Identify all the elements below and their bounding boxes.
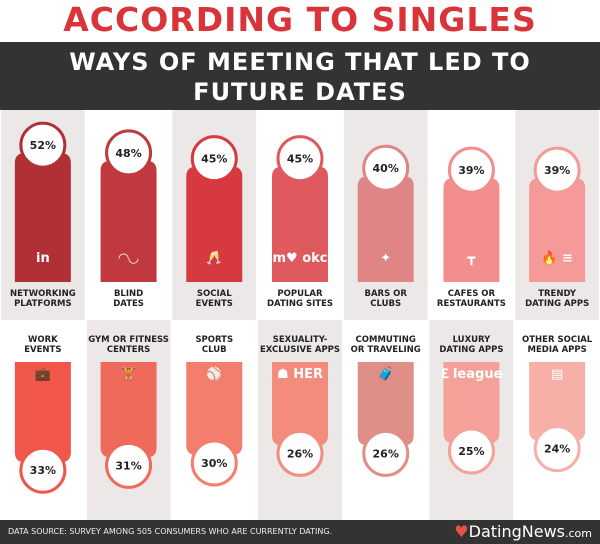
category-label: COMMUTING — [356, 335, 416, 345]
value-circle — [362, 429, 410, 477]
bar — [443, 178, 500, 282]
bar — [100, 362, 157, 458]
data-label: 39% — [458, 164, 484, 177]
category-label: TRENDY — [538, 289, 577, 299]
sports-ball-icon: ⚾ — [205, 365, 222, 382]
value-circle — [447, 427, 495, 475]
raya-league-icon: ℇ league — [440, 367, 502, 382]
match-okc-icon: m♥ okc — [272, 251, 327, 266]
bar — [14, 153, 71, 282]
category-label: PLATFORMS — [14, 299, 72, 309]
category-label: POPULAR — [277, 289, 323, 299]
bar — [272, 362, 328, 446]
value-circle — [362, 144, 410, 192]
category-label: CLUB — [202, 345, 227, 355]
category-label: SOCIAL — [197, 289, 232, 299]
category-label: RESTAURANTS — [437, 299, 506, 309]
value-circle — [276, 429, 324, 477]
data-label: 39% — [544, 164, 570, 177]
value-circle — [276, 135, 324, 183]
bar — [14, 362, 71, 463]
brand-logo[interactable]: ♥DatingNews.com — [454, 522, 592, 541]
data-label: 26% — [373, 447, 399, 460]
data-source: DATA SOURCE: SURVEY AMONG 505 CONSUMERS … — [8, 527, 333, 536]
category-label: SEXUALITY- — [273, 335, 328, 345]
category-label: EXCLUSIVE APPS — [260, 345, 340, 355]
brand-name: DatingNews — [468, 522, 565, 541]
category-label: OTHER SOCIAL — [522, 335, 593, 345]
grindr-her-icon: ☗ HER — [277, 367, 323, 382]
brand-suffix: .com — [565, 527, 592, 540]
value-circle — [533, 425, 581, 473]
category-label: CENTERS — [107, 345, 150, 355]
category-label: DATING APPS — [525, 299, 589, 309]
title: ACCORDING TO SINGLES — [63, 0, 537, 39]
bar — [529, 362, 586, 441]
category-label: MEDIA APPS — [528, 345, 587, 355]
data-label: 48% — [115, 147, 141, 160]
social-chat-icon: ▤ — [551, 367, 563, 382]
category-label: DATING APPS — [439, 345, 503, 355]
bar — [100, 160, 157, 282]
category-label: OR TRAVELING — [351, 345, 421, 355]
bar — [529, 178, 586, 282]
value-circle — [19, 121, 67, 169]
data-label: 45% — [201, 153, 227, 166]
value-circle — [447, 146, 495, 194]
value-circle — [533, 146, 581, 194]
data-label: 52% — [30, 139, 56, 152]
tinder-bumble-icon: 🔥 ≡ — [541, 250, 573, 266]
category-label: BARS OR — [364, 289, 407, 299]
luggage-icon: 🧳 — [378, 366, 394, 382]
heart-icon: ♥ — [454, 522, 469, 541]
category-label: EVENTS — [196, 299, 233, 309]
bar — [357, 362, 414, 446]
cafe-table-icon: ┳ — [467, 251, 476, 266]
mask-icon: ◠◡ — [119, 251, 139, 266]
category-label: BLIND — [114, 289, 143, 299]
value-circle — [190, 439, 238, 487]
data-label: 25% — [458, 445, 484, 458]
category-label: CAFES OR — [448, 289, 496, 299]
bar — [186, 166, 243, 282]
bar — [357, 176, 414, 282]
briefcase-icon: 💼 — [35, 367, 51, 382]
data-label: 40% — [373, 162, 399, 175]
data-label: 31% — [115, 459, 141, 472]
data-label: 33% — [30, 464, 56, 477]
value-circle — [190, 135, 238, 183]
subtitle-banner: WAYS OF MEETING THAT LED TO FUTURE DATES — [0, 42, 600, 110]
bar — [186, 362, 243, 455]
subtitle-line-2: FUTURE DATES — [193, 78, 407, 106]
data-label: 45% — [287, 153, 313, 166]
footer: DATA SOURCE: SURVEY AMONG 505 CONSUMERS … — [0, 520, 600, 544]
linkedin-icon: in — [36, 251, 50, 266]
disco-ball-icon: ✦ — [380, 251, 391, 266]
category-label: LUXURY — [453, 335, 492, 345]
category-label: CLUBS — [370, 299, 401, 309]
data-label: 26% — [287, 447, 313, 460]
subtitle-line-1: WAYS OF MEETING THAT LED TO — [69, 48, 531, 76]
category-label: NETWORKING — [10, 289, 76, 299]
bar — [272, 166, 328, 282]
dumbbell-icon: 🏋 — [120, 366, 136, 382]
category-label: EVENTS — [24, 345, 61, 355]
champagne-icon: 🥂 — [206, 250, 222, 266]
value-circle — [105, 129, 153, 177]
category-label: GYM OR FITNESS — [88, 335, 169, 345]
value-circle — [105, 441, 153, 489]
category-label: SPORTS — [195, 335, 233, 345]
category-label: DATES — [113, 299, 144, 309]
category-label: WORK — [28, 335, 58, 345]
value-circle — [19, 446, 67, 494]
category-label: DATING SITES — [267, 299, 333, 309]
bar — [443, 362, 500, 443]
data-label: 24% — [544, 443, 570, 456]
data-label: 30% — [201, 457, 227, 470]
